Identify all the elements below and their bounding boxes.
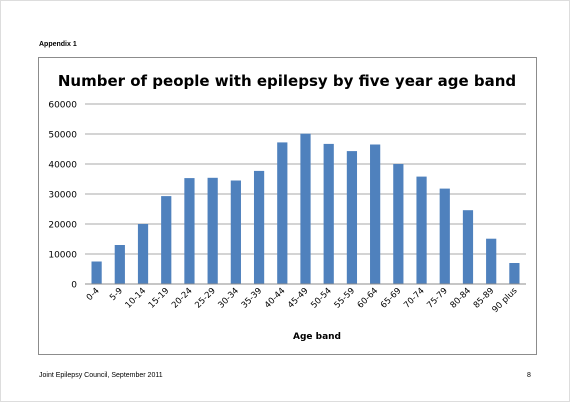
y-tick-label: 0 [71,281,77,291]
y-tick-label: 30000 [48,191,77,201]
y-tick-label: 40000 [48,161,77,171]
y-tick-label: 10000 [48,251,77,261]
x-tick-label: 5-9 [108,286,125,303]
bar-60-64 [370,144,381,284]
x-tick-label: 45-49 [286,286,311,311]
bar-55-59 [346,151,358,284]
x-tick-label: 60-64 [356,286,381,311]
x-tick-label: 90 plus [490,286,519,315]
page-number: 8 [527,372,531,379]
x-axis-ticks: 0-4 5-910-1415-1920-2425-2930-3435-3940-4… [85,286,520,315]
bar-70-74 [416,176,427,284]
x-axis-title: Age band [293,332,341,342]
x-tick-label: 75-79 [425,286,450,311]
y-tick-label: 50000 [48,131,77,141]
bar-80-84 [462,210,474,284]
x-tick-label: 30-34 [216,286,241,311]
x-tick-label: 15-19 [147,286,172,311]
y-tick-label: 60000 [48,101,77,111]
x-tick-label: 70-74 [402,286,427,311]
chart-frame: Number of people with epilepsy by five y… [38,57,537,355]
bar-85-89 [486,238,497,284]
y-tick-label: 20000 [48,221,77,231]
x-tick-label: 35-39 [240,286,265,311]
appendix-label: Appendix 1 [39,41,77,48]
footer-source: Joint Epilepsy Council, September 2011 [39,372,163,379]
chart-title: Number of people with epilepsy by five y… [58,72,516,90]
x-tick-label: 0-4 [85,286,102,303]
bar-0-4 [91,261,102,284]
bar-30-34 [230,180,241,284]
bar-5-9 [114,245,125,284]
bar-45-49 [300,133,311,284]
x-tick-label: 50-54 [309,286,334,311]
bar-40-44 [277,142,288,284]
bar-20-24 [184,178,195,284]
x-tick-label: 55-59 [333,286,358,311]
x-tick-label: 65-69 [379,286,404,311]
x-tick-label: 40-44 [263,286,288,311]
bar-75-79 [439,188,450,284]
x-tick-label: 20-24 [170,286,195,311]
bar-chart: Number of people with epilepsy by five y… [48,72,526,342]
y-axis-ticks: 0 10000 20000 30000 40000 50000 60000 [48,101,77,291]
bar-25-29 [207,177,218,284]
bar-15-19 [161,196,172,284]
bar-65-69 [393,164,404,284]
bar-90-plus [509,263,520,284]
bar-50-54 [323,143,334,284]
x-tick-label: 10-14 [124,286,149,311]
x-tick-label: 80-84 [449,286,474,311]
x-tick-label: 25-29 [193,286,218,311]
bars [91,133,520,284]
bar-10-14 [137,224,149,284]
bar-35-39 [253,170,265,284]
